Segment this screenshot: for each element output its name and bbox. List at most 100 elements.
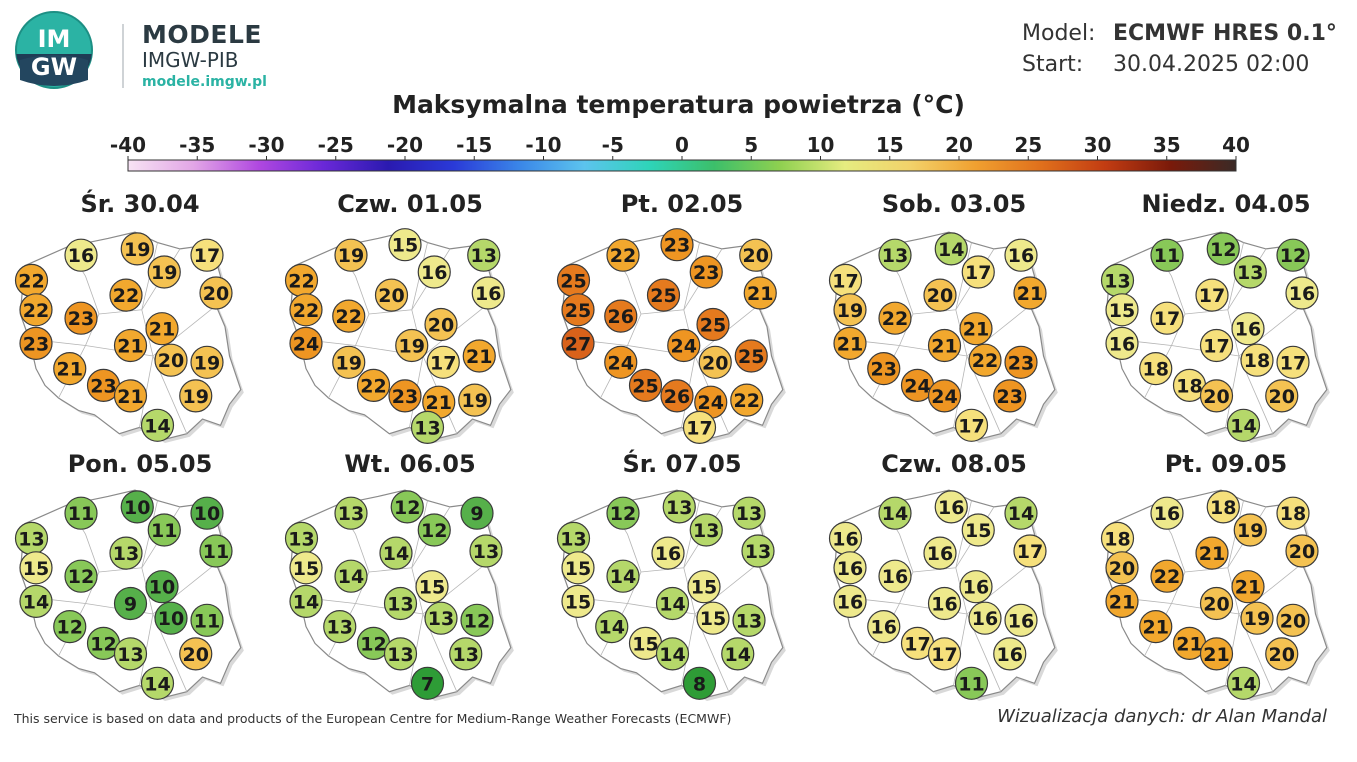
brand-url-link[interactable]: modele.imgw.pl [142,74,267,90]
temperature-value: 14 [882,503,908,525]
temperature-value: 11 [194,610,220,632]
temperature-value: 11 [958,673,984,695]
temperature-marker [1150,238,1184,272]
temperature-marker [606,238,640,272]
temperature-value: 23 [392,386,418,408]
temperature-value: 16 [655,543,681,565]
temperature-marker [934,490,968,524]
temperature-value: 8 [693,673,706,695]
temperature-value: 23 [68,308,94,330]
temperature-value: 26 [608,306,634,328]
temperature-value: 14 [144,673,170,695]
map-date-label: Śr. 30.04 [80,188,199,218]
temperature-marker [1004,603,1038,637]
temperature-value: 14 [338,566,364,588]
temperature-marker [923,278,957,312]
map-date-label: Pt. 02.05 [621,190,743,218]
temperature-value: 21 [1017,283,1043,305]
logo-separator [122,24,124,88]
temperature-value: 17 [965,262,991,284]
temperature-value: 13 [745,541,771,563]
temperature-marker [1276,238,1310,272]
temperature-value: 25 [632,375,658,397]
temperature-value: 16 [1154,503,1180,525]
temperature-marker [1150,559,1184,593]
temperature-value: 20 [203,283,229,305]
temperature-value: 13 [428,608,454,630]
temperature-value: 17 [832,270,858,292]
temperature-value: 13 [471,245,497,267]
temperature-value: 23 [90,375,116,397]
temperature-value: 12 [394,497,420,519]
temperature-value: 22 [610,245,636,267]
temperature-marker [471,276,505,310]
temperature-marker [662,490,696,524]
temperature-value: 20 [183,644,209,666]
temperature-value: 18 [1104,528,1130,550]
temperature-value: 19 [338,245,364,267]
temperature-marker [833,326,867,360]
temperature-marker [1285,276,1319,310]
temperature-value: 21 [1176,633,1202,655]
temperature-marker [145,570,179,604]
temperature-marker [388,379,422,413]
temperature-marker [732,496,766,530]
temperature-value: 20 [1269,644,1295,666]
map-date-label: Sob. 03.05 [882,190,1026,218]
temperature-value: 14 [1230,673,1256,695]
temperature-marker [968,601,1002,635]
temperature-marker [19,293,53,327]
temperature-value: 14 [725,644,751,666]
temperature-value: 19 [462,390,488,412]
temperature-marker [1265,379,1299,413]
temperature-value: 25 [700,315,726,337]
temperature-value: 13 [882,245,908,267]
temperature-value: 12 [1280,245,1306,267]
temperature-value: 16 [837,591,863,613]
temperature-marker [660,379,694,413]
temperature-marker [1195,536,1229,570]
temperature-value: 24 [904,375,930,397]
temperature-value: 22 [288,270,314,292]
temperature-marker [395,328,429,363]
temperature-value: 21 [57,359,83,381]
temperature-marker [604,299,638,333]
temperature-marker [687,570,721,604]
temperature-value: 26 [664,386,690,408]
temperature-value: 17 [931,644,957,666]
temperature-value: 23 [1008,352,1034,374]
temperature-marker [660,228,694,262]
temperature-value: 13 [338,503,364,525]
temperature-marker [390,490,424,524]
temperature-marker [113,586,148,621]
temperature-marker [374,278,409,312]
temperature-value: 7 [421,673,434,695]
brand-block: MODELE IMGW-PIB modele.imgw.pl [142,22,267,92]
temperature-value: 21 [1143,617,1169,639]
temperature-value: 12 [421,520,447,542]
temperature-marker [878,301,912,335]
temperature-marker [867,609,901,644]
temperature-marker [739,238,773,272]
temperature-value: 14 [383,543,409,565]
temperature-marker [190,345,224,379]
temperature-marker [606,496,640,530]
temperature-marker [53,609,87,644]
forecast-map-4: Sob. 03.05 13 14 16 17 17 21 19 22 20 21 21 21 22 23 23… [828,190,1058,443]
temperature-value: 22 [336,306,362,328]
temperature-marker [64,559,98,593]
temperature-marker [561,584,595,619]
temperature-value: 20 [1269,386,1295,408]
temperature-value: 22 [972,350,998,372]
temperature-value: 18 [1143,359,1169,381]
temperature-marker [561,293,595,327]
temperature-value: 23 [871,359,897,381]
temperature-value: 14 [599,617,625,639]
temperature-marker [410,410,445,444]
temperature-value: 16 [927,543,953,565]
temperature-value: 22 [734,390,760,412]
map-date-label: Śr. 07.05 [622,448,741,478]
temperature-marker [934,232,968,266]
temperature-marker [959,570,993,604]
